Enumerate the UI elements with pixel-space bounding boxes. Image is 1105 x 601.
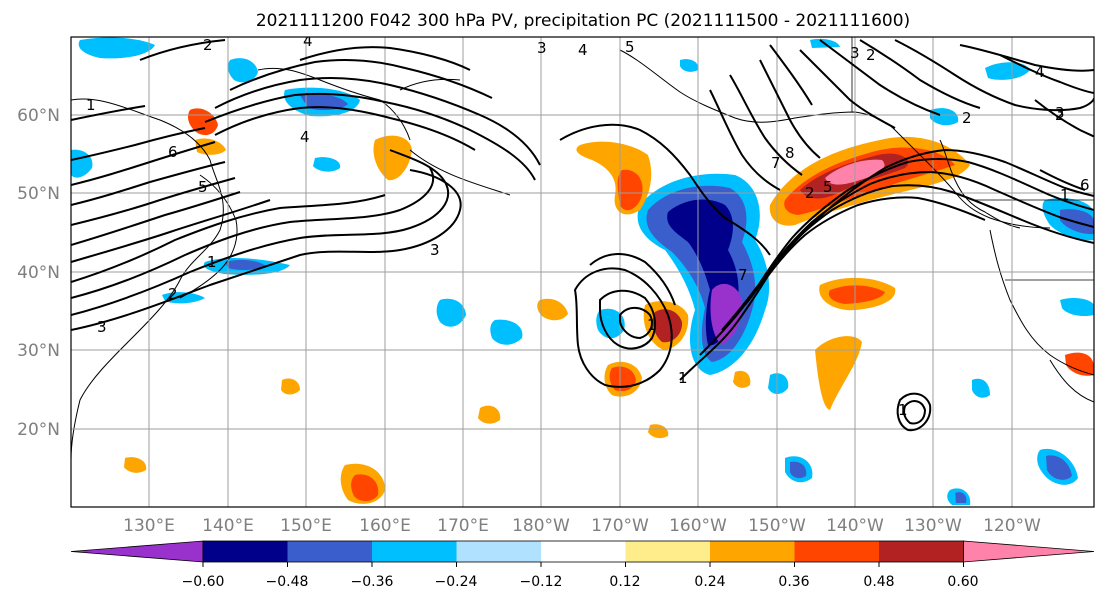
lon-label: 140°E xyxy=(202,516,254,536)
contour-label: 4 xyxy=(1035,63,1045,81)
colorbar-tick-label: 0.12 xyxy=(609,574,640,590)
longitude-labels: 130°E 140°E 150°E 160°E 170°E 180°W 170°… xyxy=(123,516,1041,536)
lat-label-60n: 60°N xyxy=(17,106,60,126)
colorbar-tick-label: −0.36 xyxy=(351,574,394,590)
colorbar-segment xyxy=(287,541,373,562)
contour-label: 5 xyxy=(198,178,208,196)
contour-label: 2 xyxy=(962,109,972,127)
colorbar: −0.60 −0.48 −0.36 −0.24 −0.12 0.12 0.24 … xyxy=(70,540,1095,590)
contour-label: 5 xyxy=(823,178,833,196)
lon-label: 140°W xyxy=(826,516,884,536)
contour-label: 6 xyxy=(168,143,178,161)
lon-label: 160°E xyxy=(359,516,411,536)
latitude-labels: 60°N 50°N 40°N 30°N 20°N xyxy=(17,106,60,440)
colorbar-segments xyxy=(70,540,1095,563)
colorbar-outline xyxy=(202,540,964,563)
contour-label: 1 xyxy=(86,96,96,114)
lon-label: 130°W xyxy=(904,516,962,536)
lon-label: 170°W xyxy=(591,516,649,536)
lon-label: 160°W xyxy=(669,516,727,536)
colorbar-segment xyxy=(203,541,288,562)
colorbar-segment xyxy=(625,541,711,562)
colorbar-tick-label: 0.36 xyxy=(778,574,809,590)
contour-label: 8 xyxy=(785,144,795,162)
contour-label: 1 xyxy=(678,369,688,387)
contour-label: 4 xyxy=(300,128,310,146)
contour-label: 1 xyxy=(647,316,657,334)
colorbar-tick-label: 0.48 xyxy=(863,574,894,590)
figure-title: 2021111200 F042 300 hPa PV, precipitatio… xyxy=(256,11,910,31)
contour-label: 3 xyxy=(537,39,547,57)
map-frame xyxy=(70,36,1095,508)
colorbar-tick-label: −0.48 xyxy=(266,574,309,590)
contour-label: 5 xyxy=(625,38,635,56)
contour-label: 3 xyxy=(430,241,440,259)
lon-label: 120°W xyxy=(983,516,1041,536)
colorbar-tick-label: −0.60 xyxy=(182,574,225,590)
colorbar-extend-min xyxy=(70,540,204,563)
contour-label: 2 xyxy=(866,46,876,64)
colorbar-tick-label: −0.24 xyxy=(435,574,478,590)
contour-label: 7 xyxy=(771,154,781,172)
coastlines xyxy=(71,49,1094,461)
map-panel: 2 4 3 4 5 3 2 2 4 1 6 5 4 3 1 2 3 1 7 8 xyxy=(70,32,1095,508)
colorbar-tick-label: 0.24 xyxy=(694,574,725,590)
lon-label: 180°W xyxy=(512,516,570,536)
contour-label: 2 xyxy=(168,285,178,303)
contour-label: 2 xyxy=(203,36,213,54)
country-borders xyxy=(851,37,1094,281)
contour-label: 4 xyxy=(578,41,588,59)
lon-label: 150°E xyxy=(280,516,332,536)
colorbar-segment xyxy=(456,541,542,562)
lon-label: 170°E xyxy=(437,516,489,536)
colorbar-extend-max xyxy=(963,540,1095,563)
colorbar-ticks xyxy=(202,562,964,567)
lat-label-40n: 40°N xyxy=(17,263,60,283)
lat-label-50n: 50°N xyxy=(17,184,60,204)
colorbar-tick-labels: −0.60 −0.48 −0.36 −0.24 −0.12 0.12 0.24 … xyxy=(182,574,979,590)
pv-contours xyxy=(71,39,1094,432)
contour-label: 2 xyxy=(1055,106,1065,124)
graticule xyxy=(71,37,1094,507)
lon-label: 150°W xyxy=(748,516,806,536)
colorbar-segment xyxy=(372,541,457,562)
contour-label: 2 xyxy=(805,184,815,202)
lat-label-30n: 30°N xyxy=(17,341,60,361)
contour-label: 4 xyxy=(303,32,313,50)
colorbar-tick-label: 0.60 xyxy=(947,574,978,590)
contour-label: 1 xyxy=(898,401,908,419)
contour-label: 3 xyxy=(850,44,860,62)
colorbar-segment xyxy=(710,541,795,562)
contour-label: 3 xyxy=(97,318,107,336)
lat-label-20n: 20°N xyxy=(17,420,60,440)
colorbar-tick-label: −0.12 xyxy=(520,574,563,590)
contour-label: 1 xyxy=(207,253,217,271)
contour-label: 1 xyxy=(1060,186,1070,204)
contour-label: 3 xyxy=(1055,104,1065,122)
contour-label: 7 xyxy=(738,266,748,284)
colorbar-segment xyxy=(879,541,964,562)
precipitation-shading xyxy=(71,37,1094,505)
colorbar-segment xyxy=(794,541,880,562)
colorbar-segment xyxy=(541,541,626,562)
lon-label: 130°E xyxy=(123,516,175,536)
contour-label: 6 xyxy=(1080,176,1090,194)
contour-labels: 2 4 3 4 5 3 2 2 4 1 6 5 4 3 1 2 3 1 7 8 xyxy=(86,32,1090,419)
